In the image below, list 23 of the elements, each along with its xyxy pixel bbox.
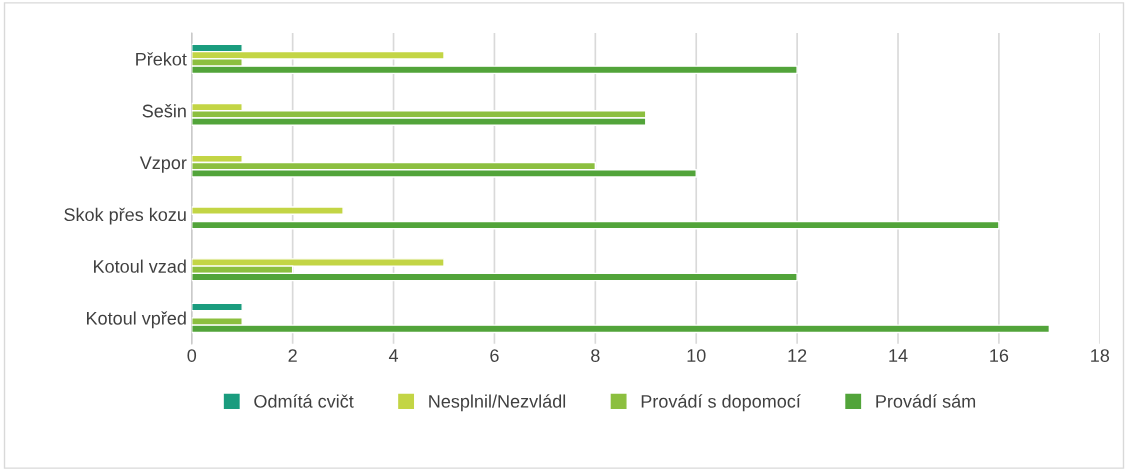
y-tick-label: Kotoul vzad [94, 259, 186, 273]
bar [191, 206, 344, 216]
y-tick-label: Kotoul vpřed [87, 311, 186, 329]
x-tick-label: 2 [288, 349, 297, 362]
x-tick-label: 14 [889, 349, 908, 362]
bar [191, 302, 243, 312]
legend-label: Odmítá cvičt [254, 394, 354, 408]
legend-label: Provádí s dopomocí [641, 394, 801, 412]
y-tick-label: Překot [136, 52, 187, 66]
bar [191, 220, 1000, 230]
x-tick-label: 0 [187, 349, 197, 362]
x-tick-label: 12 [788, 349, 807, 362]
legend-label: Provádí sám [876, 394, 976, 408]
x-tick-label: 18 [1091, 349, 1110, 362]
y-tick-label: Sešin [142, 104, 186, 118]
x-tick-label: 16 [990, 349, 1009, 362]
x-tick-label: 8 [591, 349, 600, 362]
legend-label: Nesplnil/Nezvládl [429, 394, 566, 412]
y-tick-label: Vzpor [139, 156, 187, 173]
x-tick-label: 6 [490, 349, 499, 362]
x-tick-label: 10 [687, 349, 706, 362]
y-tick-label: Skok přes kozu [64, 207, 186, 225]
x-tick-label: 4 [388, 349, 399, 362]
